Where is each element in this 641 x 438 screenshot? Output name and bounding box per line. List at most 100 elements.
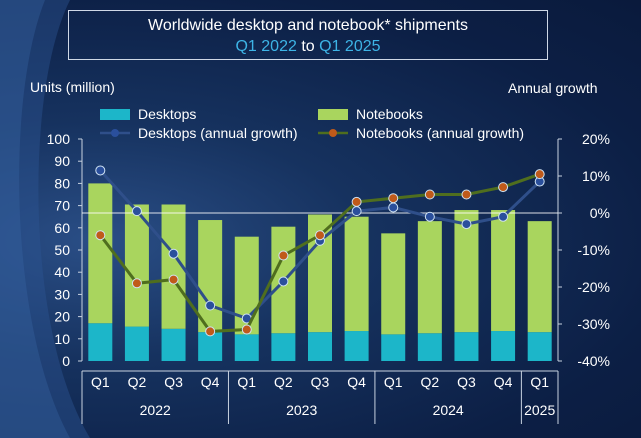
notebooks-growth-point	[461, 189, 472, 200]
category-label: Q4	[347, 374, 366, 390]
category-label: Q4	[494, 374, 513, 390]
bar-notebooks	[491, 210, 516, 332]
year-label: 2023	[286, 402, 317, 418]
bar-desktops	[161, 328, 186, 361]
left-tick-label: 80	[54, 175, 70, 191]
desktops-growth-point	[95, 165, 106, 176]
legend-notebooks-growth: Notebooks (annual growth)	[318, 125, 524, 141]
right-tick-label: -40%	[577, 353, 610, 369]
bar-desktops	[88, 323, 113, 361]
chart-title-box: Worldwide desktop and notebook* shipment…	[68, 10, 548, 60]
left-axis-title: Units (million)	[30, 79, 115, 95]
right-tick-label: -30%	[577, 316, 610, 332]
legend-notebooks-growth-swatch	[318, 129, 348, 137]
notebooks-growth-point	[168, 274, 179, 285]
chart-subtitle: Q1 2022 to Q1 2025	[69, 38, 547, 56]
year-label: 2022	[140, 402, 171, 418]
bar-desktops	[527, 332, 552, 361]
category-label: Q1	[237, 374, 256, 390]
desktops-growth-point	[498, 211, 509, 222]
category-label: Q2	[274, 374, 293, 390]
bar-desktops	[124, 326, 149, 361]
left-tick-label: 40	[54, 264, 70, 280]
category-label: Q2	[421, 374, 440, 390]
left-tick-label: 10	[54, 331, 70, 347]
year-label: 2024	[433, 402, 464, 418]
category-label: Q2	[128, 374, 147, 390]
notebooks-growth-point	[241, 324, 252, 335]
bar-notebooks	[198, 220, 223, 333]
notebooks-growth-point	[278, 250, 289, 261]
bar-notebooks	[527, 221, 552, 333]
legend-desktops-growth-label: Desktops (annual growth)	[138, 125, 298, 141]
desktops-growth-point	[351, 206, 362, 217]
desktops-growth-point	[205, 300, 216, 311]
bar-desktops	[198, 332, 223, 361]
notebooks-growth-point	[95, 230, 106, 241]
right-tick-label: -10%	[577, 242, 610, 258]
category-label: Q1	[91, 374, 110, 390]
chart-title: Worldwide desktop and notebook* shipment…	[148, 17, 468, 34]
subtitle-end: Q1 2025	[319, 38, 381, 55]
notebooks-growth-point	[131, 278, 142, 289]
right-tick-label: 20%	[582, 131, 610, 147]
desktops-growth-point	[168, 248, 179, 259]
left-tick-label: 50	[54, 242, 70, 258]
bar-notebooks	[454, 210, 479, 333]
notebooks-growth-point	[534, 169, 545, 180]
bar-desktops	[454, 332, 479, 361]
right-tick-label: 0%	[590, 205, 610, 221]
notebooks-growth-point	[315, 230, 325, 241]
left-tick-label: 100	[47, 131, 71, 147]
category-label: Q3	[311, 374, 330, 390]
category-label: Q1	[384, 374, 403, 390]
desktops-growth-point	[424, 211, 435, 222]
bar-notebooks	[381, 233, 406, 335]
subtitle-mid: to	[301, 38, 315, 55]
desktops-growth-point	[278, 276, 289, 287]
left-tick-label: 70	[54, 198, 70, 214]
notebooks-growth-point	[205, 326, 216, 337]
bar-desktops	[491, 331, 516, 361]
bar-desktops	[308, 332, 332, 361]
right-tick-label: -20%	[577, 279, 610, 295]
desktops-growth-point	[131, 206, 142, 217]
notebooks-growth-point	[424, 189, 435, 200]
legend-desktops-swatch	[100, 108, 130, 120]
left-tick-label: 0	[62, 353, 70, 369]
legend-notebooks-label: Notebooks	[356, 106, 423, 122]
legend-notebooks: Notebooks	[318, 106, 423, 122]
bar-desktops	[344, 331, 369, 361]
bar-notebooks	[124, 204, 149, 327]
right-tick-label: 10%	[582, 168, 610, 184]
subtitle-start: Q1 2022	[235, 38, 297, 55]
category-label: Q1	[530, 374, 549, 390]
legend-notebooks-swatch	[318, 108, 348, 120]
bar-notebooks	[417, 221, 442, 334]
legend-notebooks-growth-label: Notebooks (annual growth)	[356, 125, 525, 141]
left-tick-label: 30	[54, 286, 70, 302]
category-label: Q3	[457, 374, 476, 390]
notebooks-growth-point	[498, 182, 509, 193]
bar-desktops	[417, 333, 442, 361]
legend-desktops-growth-swatch	[100, 129, 130, 137]
left-tick-label: 20	[54, 309, 70, 325]
legend-desktops-growth: Desktops (annual growth)	[100, 125, 298, 141]
bar-notebooks	[344, 216, 369, 332]
desktops-growth-point	[461, 219, 472, 230]
left-tick-label: 60	[54, 220, 70, 236]
left-tick-label: 90	[54, 153, 70, 169]
legend-desktops-label: Desktops	[138, 106, 197, 122]
bar-desktops	[234, 334, 259, 361]
bar-desktops	[271, 333, 296, 361]
year-label: 2025	[524, 402, 555, 418]
category-label: Q3	[164, 374, 183, 390]
legend-desktops: Desktops	[100, 106, 196, 122]
bar-desktops	[381, 334, 406, 361]
notebooks-growth-point	[388, 193, 399, 204]
bar-notebooks	[88, 183, 113, 324]
desktops-growth-point	[388, 202, 399, 213]
notebooks-growth-point	[351, 196, 362, 207]
